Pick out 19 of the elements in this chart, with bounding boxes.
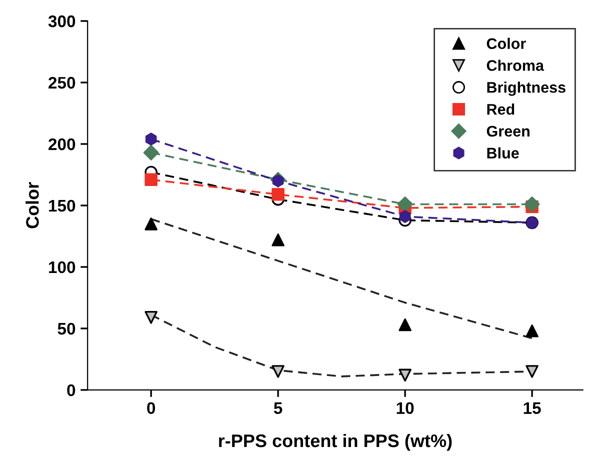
legend-label: Color: [486, 38, 526, 50]
x-axis-title: r-PPS content in PPS (wt%): [219, 434, 452, 451]
y-tick-label: 150: [49, 200, 76, 212]
y-tick-label: 250: [48, 76, 76, 89]
legend-label: Chroma: [486, 60, 544, 71]
y-tick-label: 100: [49, 261, 76, 274]
y-axis-title: Color: [26, 182, 39, 228]
y-tick-label: 300: [48, 15, 76, 28]
legend-label: Red: [487, 104, 514, 115]
y-tick-label: 200: [48, 138, 76, 150]
x-tick-label: 15: [524, 402, 541, 414]
x-tick-label: 5: [274, 402, 282, 414]
legend-label: Brightness: [487, 82, 566, 96]
x-tick-label: 0: [147, 402, 156, 414]
y-tick-label: 50: [58, 322, 76, 335]
y-tick-label: 0: [67, 384, 76, 396]
x-tick-label: 10: [396, 402, 414, 414]
legend-label: Green: [486, 126, 530, 137]
legend-label: Blue: [487, 147, 519, 159]
